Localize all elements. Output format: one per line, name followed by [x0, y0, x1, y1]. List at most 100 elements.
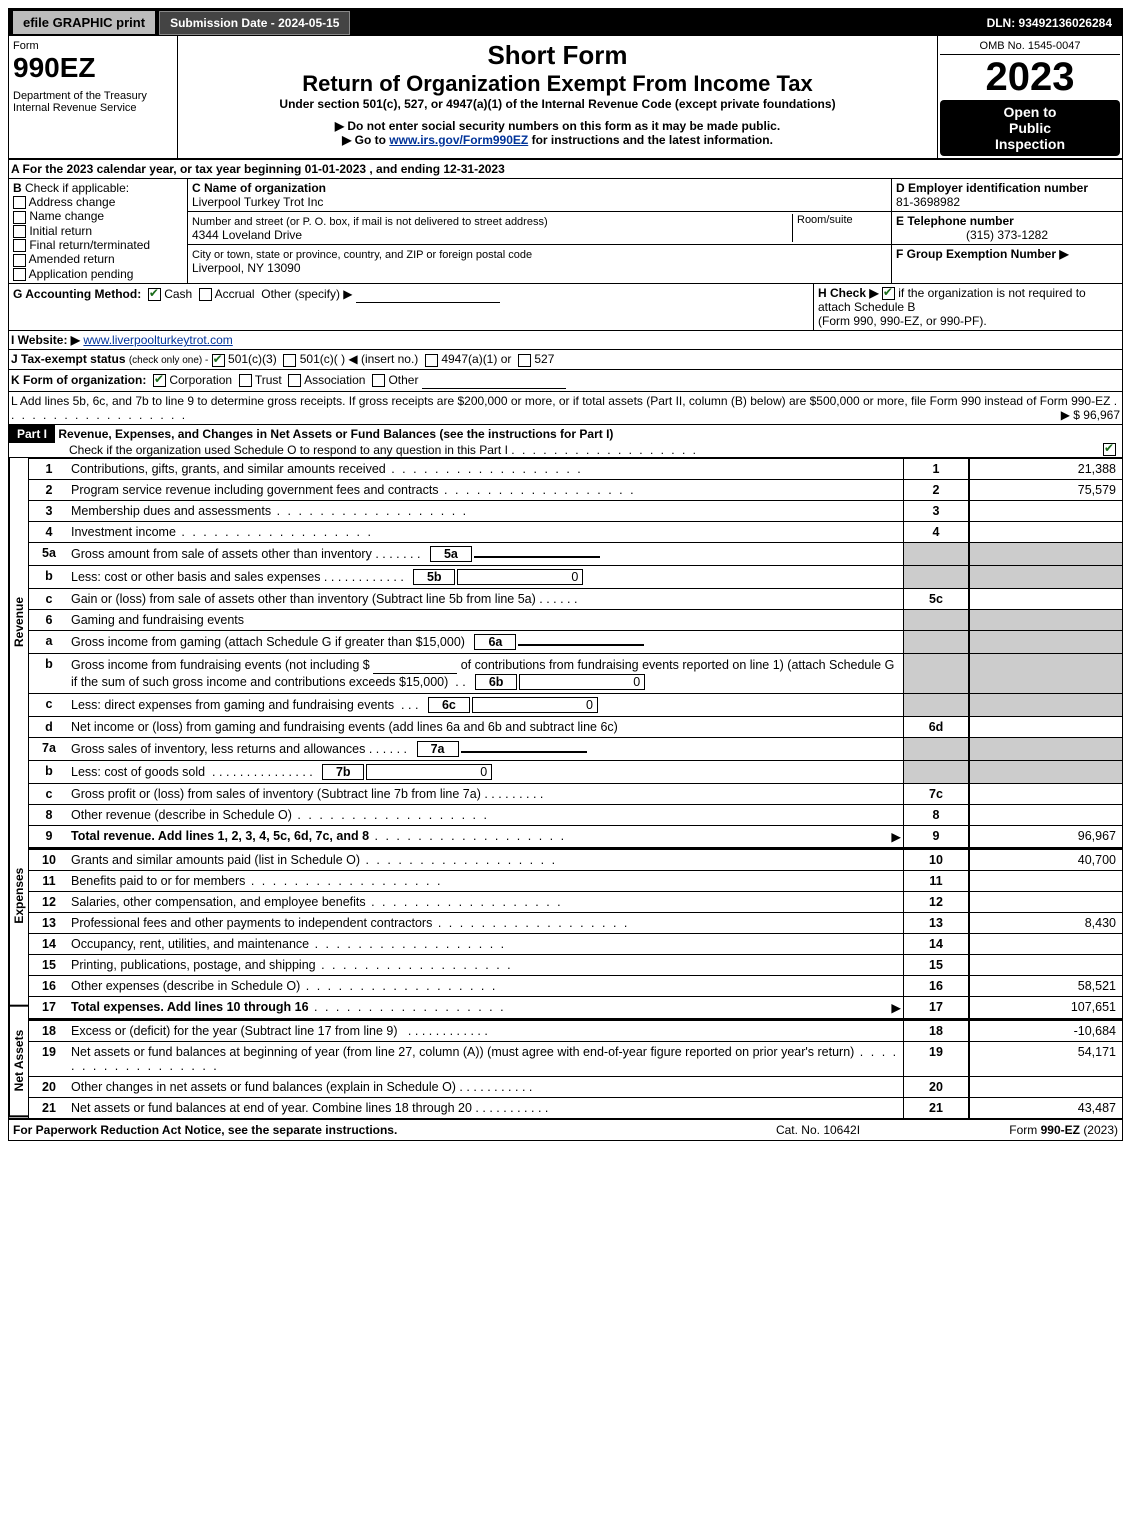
ln4-desc: Investment income — [71, 525, 176, 539]
chk-501c[interactable] — [283, 354, 296, 367]
chk-accrual[interactable] — [199, 288, 212, 301]
ln7a-desc: Gross sales of inventory, less returns a… — [71, 742, 365, 756]
line-16: 16 Other expenses (describe in Schedule … — [29, 975, 1122, 996]
chk-initial-return[interactable] — [13, 225, 26, 238]
ln12-box: 12 — [903, 892, 969, 912]
chk-app-pending[interactable] — [13, 268, 26, 281]
k-label: K Form of organization: — [11, 373, 146, 387]
j-opt3: 4947(a)(1) or — [441, 352, 511, 366]
ln20-desc: Other changes in net assets or fund bala… — [71, 1080, 456, 1094]
line-11: 11 Benefits paid to or for members 11 — [29, 870, 1122, 891]
ln5b-val — [969, 566, 1122, 588]
ln4-box: 4 — [903, 522, 969, 542]
line-18: 18 Excess or (deficit) for the year (Sub… — [29, 1020, 1122, 1041]
chk-amended[interactable] — [13, 254, 26, 267]
line-10: 10 Grants and similar amounts paid (list… — [29, 849, 1122, 870]
ln9-desc: Total revenue. Add lines 1, 2, 3, 4, 5c,… — [71, 829, 369, 843]
j-opt4: 527 — [534, 352, 554, 366]
title-return: Return of Organization Exempt From Incom… — [182, 71, 933, 97]
section-i: I Website: ▶ www.liverpoolturkeytrot.com — [9, 331, 1122, 350]
ln7a-num: 7a — [29, 738, 69, 760]
ln9-val: 96,967 — [969, 826, 1122, 847]
e-label: E Telephone number — [896, 214, 1014, 228]
g-other-input[interactable] — [356, 286, 500, 303]
ln8-num: 8 — [29, 805, 69, 825]
chk-501c3[interactable] — [212, 354, 225, 367]
dots-icon — [292, 808, 489, 822]
chk-assoc[interactable] — [288, 374, 301, 387]
chk-schedule-b[interactable] — [882, 287, 895, 300]
dots-icon — [432, 916, 629, 930]
line-15: 15 Printing, publications, postage, and … — [29, 954, 1122, 975]
line-6d: d Net income or (loss) from gaming and f… — [29, 716, 1122, 737]
ln6b-subbox: 6b — [475, 674, 517, 690]
footer-form-c: (2023) — [1083, 1123, 1118, 1137]
part-i-badge: Part I — [9, 425, 55, 443]
efile-print-button[interactable]: efile GRAPHIC print — [13, 11, 155, 34]
lines-col: 1 Contributions, gifts, grants, and simi… — [29, 458, 1122, 1118]
ln7c-num: c — [29, 784, 69, 804]
ln5c-box: 5c — [903, 589, 969, 609]
ln9-box: 9 — [903, 826, 969, 847]
ln13-box: 13 — [903, 913, 969, 933]
section-c: C Name of organization Liverpool Turkey … — [188, 179, 892, 283]
website-link[interactable]: www.liverpoolturkeytrot.com — [83, 333, 232, 347]
ein-value: 81-3698982 — [896, 195, 960, 209]
chk-527[interactable] — [518, 354, 531, 367]
h-tail2: (Form 990, 990-EZ, or 990-PF). — [818, 314, 987, 328]
line-21: 21 Net assets or fund balances at end of… — [29, 1097, 1122, 1118]
footer-catno: Cat. No. 10642I — [718, 1123, 918, 1137]
ln7c-desc: Gross profit or (loss) from sales of inv… — [71, 787, 481, 801]
chk-4947[interactable] — [425, 354, 438, 367]
ln6c-val — [969, 694, 1122, 716]
phone-value: (315) 373-1282 — [896, 228, 1118, 242]
ln3-val — [969, 501, 1122, 521]
ln5b-desc: Less: cost or other basis and sales expe… — [71, 570, 320, 584]
ln10-box: 10 — [903, 850, 969, 870]
g-label: G Accounting Method: — [13, 287, 141, 301]
opt-final: Final return/terminated — [29, 238, 150, 252]
ln3-desc: Membership dues and assessments — [71, 504, 271, 518]
addr-label: Number and street (or P. O. box, if mail… — [192, 216, 548, 228]
dots-icon — [369, 829, 566, 843]
ln6b-input[interactable] — [373, 657, 457, 674]
chk-name-change[interactable] — [13, 211, 26, 224]
chk-cash[interactable] — [148, 288, 161, 301]
ln20-val — [969, 1077, 1122, 1097]
dots-icon — [309, 937, 506, 951]
part-i-header: Part I Revenue, Expenses, and Changes in… — [9, 425, 1122, 458]
ln20-box: 20 — [903, 1077, 969, 1097]
ln7a-box — [903, 738, 969, 760]
chk-address-change[interactable] — [13, 196, 26, 209]
ln7b-box — [903, 761, 969, 783]
ln7c-val — [969, 784, 1122, 804]
ln5c-num: c — [29, 589, 69, 609]
ln2-num: 2 — [29, 480, 69, 500]
l-text: L Add lines 5b, 6c, and 7b to line 9 to … — [11, 394, 1110, 408]
line-6c: c Less: direct expenses from gaming and … — [29, 693, 1122, 716]
ln16-val: 58,521 — [969, 976, 1122, 996]
section-b: B Check if applicable: Address change Na… — [9, 179, 188, 283]
irs-label: Internal Revenue Service — [13, 102, 173, 114]
chk-schedule-o[interactable] — [1103, 443, 1116, 456]
section-l: L Add lines 5b, 6c, and 7b to line 9 to … — [9, 392, 1122, 425]
irs-link[interactable]: www.irs.gov/Form990EZ — [389, 133, 528, 147]
line-5a: 5a Gross amount from sale of assets othe… — [29, 542, 1122, 565]
goto-link-row: ▶ Go to www.irs.gov/Form990EZ for instru… — [182, 133, 933, 147]
f-label: F Group Exemption Number ▶ — [896, 247, 1069, 261]
opt-pending: Application pending — [29, 267, 134, 281]
dots-icon — [176, 525, 373, 539]
chk-final-return[interactable] — [13, 239, 26, 252]
ln8-box: 8 — [903, 805, 969, 825]
chk-corp[interactable] — [153, 374, 166, 387]
line-6b: b Gross income from fundraising events (… — [29, 653, 1122, 693]
h-label: H Check ▶ — [818, 286, 882, 300]
chk-trust[interactable] — [239, 374, 252, 387]
chk-other-org[interactable] — [372, 374, 385, 387]
arrow-icon: ▶ — [891, 1000, 901, 1015]
ln1-val: 21,388 — [969, 459, 1122, 479]
b-label: B — [13, 181, 22, 195]
k-other-input[interactable] — [422, 372, 566, 389]
ln6c-subbox: 6c — [428, 697, 470, 713]
ln17-desc: Total expenses. Add lines 10 through 16 — [71, 1000, 309, 1014]
